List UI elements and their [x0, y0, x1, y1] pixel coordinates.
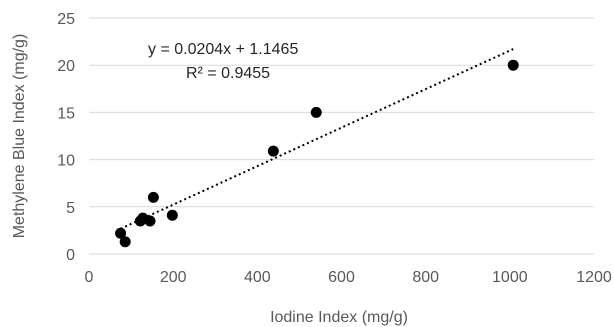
- data-point: [115, 227, 127, 239]
- x-tick-label: 400: [244, 269, 271, 286]
- y-tick-label: 25: [57, 11, 75, 28]
- trendline: [120, 48, 514, 230]
- y-tick-label: 10: [57, 153, 75, 170]
- x-tick-label: 1200: [576, 269, 612, 286]
- x-tick-label: 0: [85, 269, 94, 286]
- equation-label: y = 0.0204x + 1.1465: [148, 41, 298, 58]
- data-point: [507, 59, 519, 71]
- data-point: [147, 191, 159, 203]
- y-tick-label: 20: [57, 58, 75, 75]
- y-tick-label: 15: [57, 105, 75, 122]
- data-points: [115, 59, 519, 248]
- x-tick-label: 1000: [492, 269, 528, 286]
- data-point: [267, 145, 279, 157]
- data-point: [310, 106, 322, 118]
- y-tick-label: 5: [66, 200, 75, 217]
- x-axis-title: Iodine Index (mg/g): [270, 309, 408, 326]
- x-axis-ticks: 0 200 400 600 800 1000 1200: [85, 269, 612, 286]
- y-axis-title: Methylene Blue Index (mg/g): [11, 34, 28, 239]
- x-tick-label: 200: [160, 269, 187, 286]
- data-point: [144, 215, 156, 227]
- data-point: [119, 236, 131, 248]
- x-tick-label: 600: [328, 269, 355, 286]
- data-point: [166, 209, 178, 221]
- r-squared-label: R² = 0.9455: [186, 65, 270, 82]
- y-tick-label: 0: [66, 247, 75, 264]
- x-tick-label: 800: [412, 269, 439, 286]
- y-axis-ticks: 0 5 10 15 20 25: [57, 11, 75, 264]
